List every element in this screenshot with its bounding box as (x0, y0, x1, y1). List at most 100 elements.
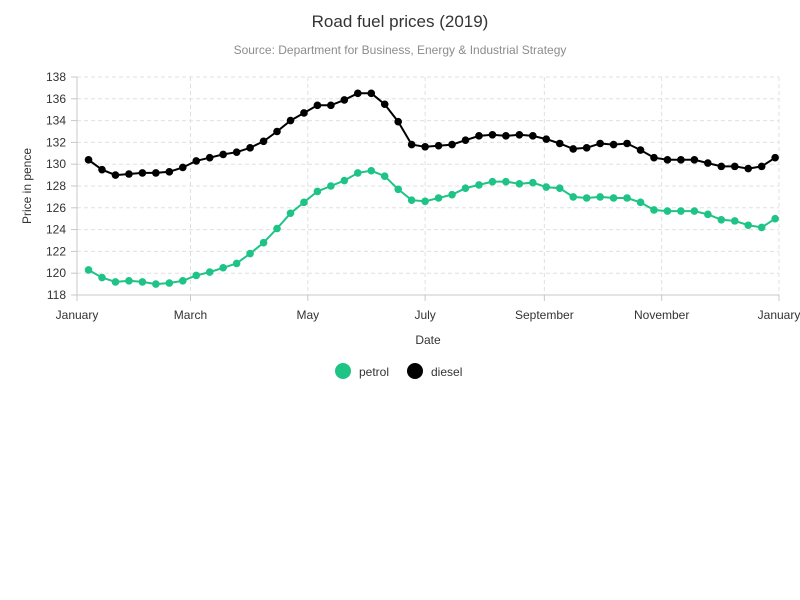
data-point-diesel[interactable] (744, 164, 753, 173)
data-point-diesel[interactable] (690, 156, 699, 164)
data-point-diesel[interactable] (125, 170, 133, 178)
data-point-diesel[interactable] (98, 165, 106, 174)
data-point-diesel[interactable] (488, 130, 497, 139)
data-point-diesel[interactable] (340, 96, 349, 104)
data-point-petrol[interactable] (125, 277, 133, 285)
data-point-petrol[interactable] (690, 207, 699, 215)
data-point-diesel[interactable] (582, 144, 591, 152)
data-point-diesel[interactable] (259, 137, 268, 146)
data-point-petrol[interactable] (84, 266, 93, 274)
data-point-petrol[interactable] (300, 198, 308, 207)
data-point-diesel[interactable] (421, 142, 429, 151)
data-point-petrol[interactable] (138, 278, 147, 286)
data-point-diesel[interactable] (273, 127, 281, 136)
data-point-diesel[interactable] (650, 153, 658, 162)
data-point-petrol[interactable] (717, 215, 726, 224)
data-point-petrol[interactable] (448, 190, 456, 199)
data-point-petrol[interactable] (596, 193, 604, 201)
data-point-diesel[interactable] (596, 139, 604, 148)
data-point-petrol[interactable] (111, 278, 120, 286)
data-point-petrol[interactable] (744, 221, 753, 230)
data-point-diesel[interactable] (448, 140, 456, 149)
data-point-diesel[interactable] (569, 145, 578, 153)
data-point-petrol[interactable] (488, 177, 497, 186)
data-point-petrol[interactable] (542, 183, 551, 191)
data-point-diesel[interactable] (663, 156, 672, 164)
data-point-petrol[interactable] (529, 178, 537, 187)
data-point-diesel[interactable] (609, 140, 618, 149)
data-point-petrol[interactable] (232, 259, 241, 268)
data-point-petrol[interactable] (515, 180, 524, 188)
data-point-diesel[interactable] (704, 159, 712, 167)
data-point-diesel[interactable] (555, 139, 564, 148)
data-point-petrol[interactable] (152, 280, 160, 288)
data-point-diesel[interactable] (475, 132, 483, 140)
data-point-diesel[interactable] (542, 135, 551, 143)
data-point-diesel[interactable] (394, 117, 402, 126)
data-point-petrol[interactable] (461, 184, 470, 192)
legend-item-petrol[interactable]: petrol (335, 363, 389, 379)
data-point-petrol[interactable] (178, 277, 187, 285)
data-point-petrol[interactable] (192, 271, 201, 280)
data-point-petrol[interactable] (219, 263, 227, 272)
data-point-diesel[interactable] (178, 163, 187, 172)
data-point-diesel[interactable] (623, 139, 631, 148)
data-point-petrol[interactable] (327, 182, 335, 190)
data-point-petrol[interactable] (502, 177, 510, 186)
data-point-petrol[interactable] (434, 194, 443, 202)
data-point-diesel[interactable] (232, 148, 241, 157)
data-point-petrol[interactable] (663, 207, 672, 215)
data-point-diesel[interactable] (300, 109, 308, 117)
data-point-diesel[interactable] (717, 162, 726, 171)
data-point-petrol[interactable] (340, 176, 349, 185)
data-point-diesel[interactable] (354, 89, 362, 98)
data-point-petrol[interactable] (730, 217, 739, 225)
data-point-diesel[interactable] (434, 141, 443, 150)
data-point-petrol[interactable] (273, 224, 281, 233)
data-point-petrol[interactable] (165, 279, 174, 287)
data-point-diesel[interactable] (771, 153, 779, 162)
data-point-petrol[interactable] (757, 223, 766, 232)
data-point-diesel[interactable] (677, 156, 685, 164)
data-point-diesel[interactable] (757, 162, 766, 171)
data-point-petrol[interactable] (313, 187, 322, 196)
data-point-petrol[interactable] (623, 194, 631, 202)
data-point-diesel[interactable] (192, 157, 201, 165)
data-point-diesel[interactable] (636, 146, 645, 154)
data-point-diesel[interactable] (380, 100, 389, 109)
data-point-diesel[interactable] (138, 169, 147, 177)
data-point-petrol[interactable] (246, 249, 254, 258)
data-point-petrol[interactable] (771, 214, 779, 223)
data-point-petrol[interactable] (380, 172, 389, 180)
data-point-petrol[interactable] (407, 196, 416, 204)
data-point-petrol[interactable] (704, 210, 712, 219)
data-point-petrol[interactable] (421, 197, 429, 206)
data-point-diesel[interactable] (219, 150, 227, 159)
data-point-diesel[interactable] (165, 168, 174, 176)
data-point-petrol[interactable] (259, 238, 268, 247)
data-point-petrol[interactable] (205, 268, 214, 276)
data-point-diesel[interactable] (502, 132, 510, 140)
data-point-diesel[interactable] (367, 89, 376, 98)
data-point-petrol[interactable] (286, 209, 295, 218)
data-point-diesel[interactable] (84, 156, 93, 164)
data-point-diesel[interactable] (313, 101, 322, 110)
data-point-diesel[interactable] (515, 130, 524, 139)
data-point-petrol[interactable] (609, 194, 618, 202)
data-point-petrol[interactable] (394, 185, 402, 194)
data-point-petrol[interactable] (367, 166, 376, 175)
data-point-diesel[interactable] (730, 162, 739, 171)
legend-item-diesel[interactable]: diesel (407, 363, 462, 379)
data-point-diesel[interactable] (246, 144, 254, 152)
data-point-petrol[interactable] (569, 193, 578, 201)
data-point-petrol[interactable] (650, 206, 658, 214)
data-point-diesel[interactable] (407, 140, 416, 149)
data-point-diesel[interactable] (205, 153, 214, 162)
data-point-diesel[interactable] (152, 169, 160, 177)
data-point-petrol[interactable] (98, 273, 106, 282)
data-point-petrol[interactable] (582, 194, 591, 202)
data-point-diesel[interactable] (111, 171, 120, 179)
data-point-diesel[interactable] (327, 101, 335, 110)
data-point-diesel[interactable] (286, 116, 295, 125)
data-point-petrol[interactable] (636, 198, 645, 207)
